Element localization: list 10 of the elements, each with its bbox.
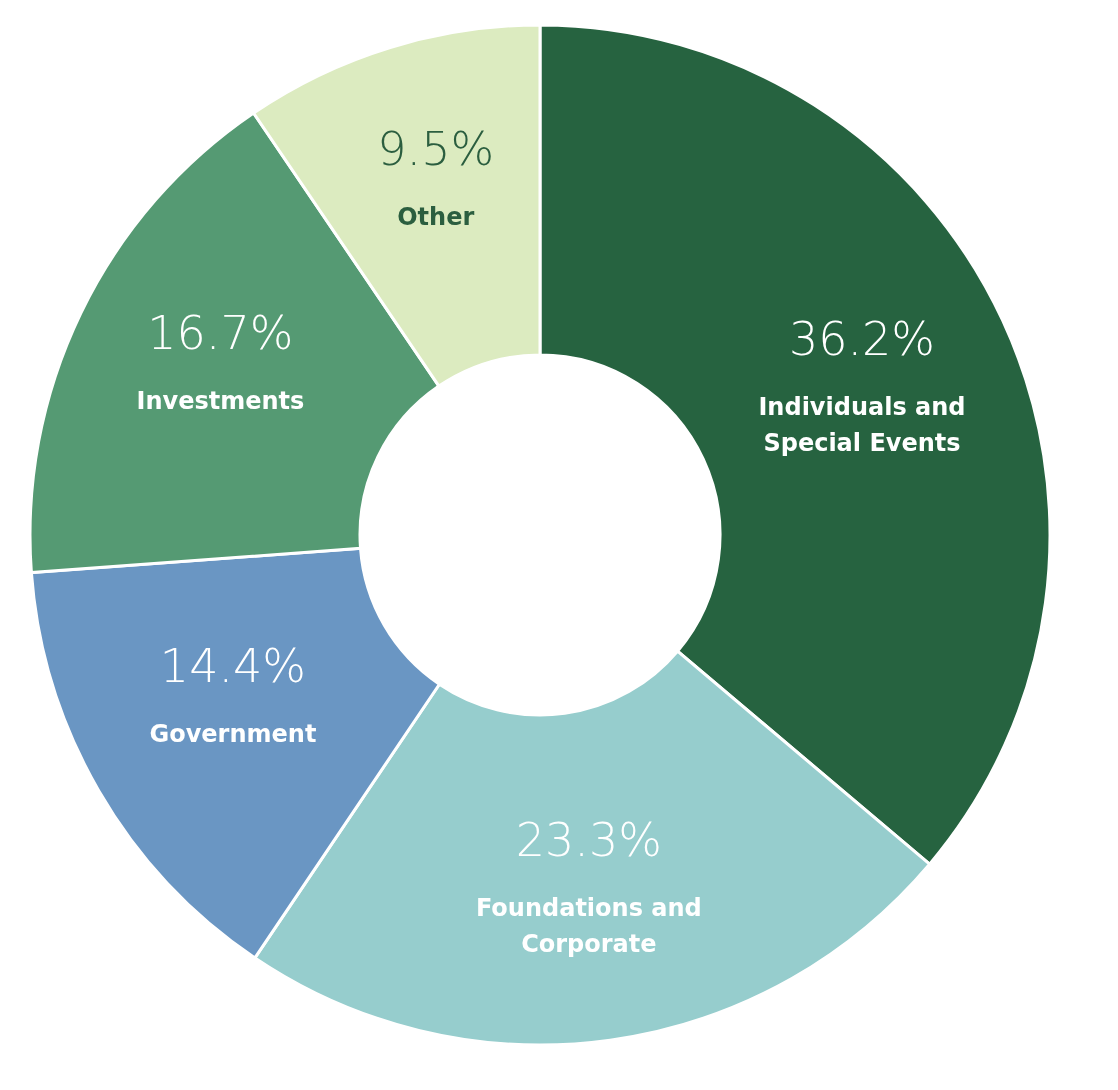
slice-label: Foundations and Corporate [475, 893, 702, 958]
data-label: 9.5% [377, 121, 495, 176]
data-label: 16.7% [147, 306, 294, 361]
data-label: 14.4% [159, 639, 306, 694]
slice-label: Individuals and Special Events [758, 392, 966, 457]
slice-label: Investments [136, 387, 305, 416]
slice-label: Government [149, 720, 317, 749]
data-label: 36.2% [788, 311, 936, 366]
data-label: 23.3% [515, 812, 662, 867]
slice-label: Other [397, 202, 475, 231]
